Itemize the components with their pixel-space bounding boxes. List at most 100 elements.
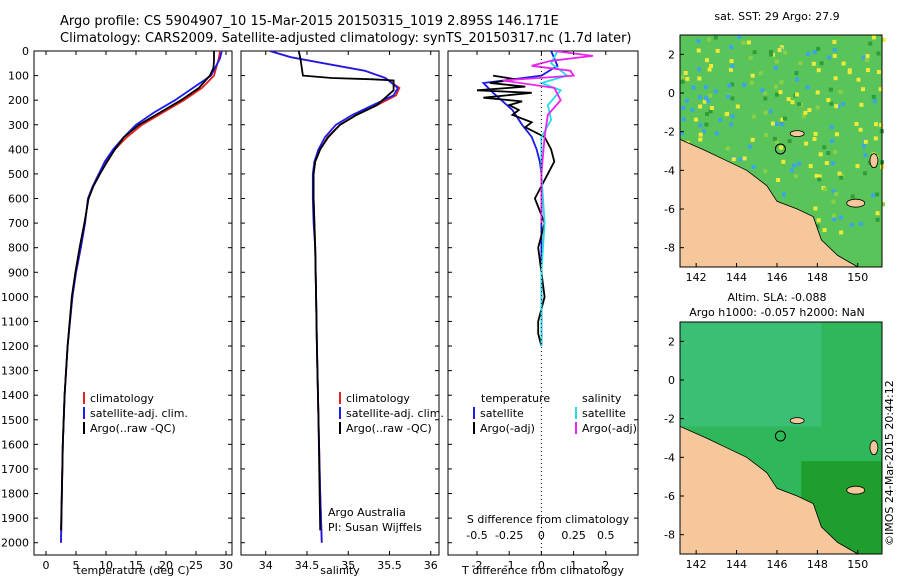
sst-pixel	[750, 73, 755, 78]
sst-pixel	[833, 149, 838, 154]
sst-pixel	[763, 110, 768, 115]
sst-pixel	[839, 230, 844, 235]
sst-pixel	[705, 112, 709, 116]
x-tick-label: 10	[99, 559, 113, 572]
sst-pixel	[834, 132, 839, 137]
sst-map: 142 144 146 148 150 2 0 -2 -4 -6 -8	[664, 34, 886, 284]
sst-pixel	[780, 117, 785, 122]
x-tick-label: 2	[602, 559, 609, 572]
float-position-marker	[774, 430, 786, 442]
imos-watermark: ©IMOS 24-Mar-2015 20:44:12	[883, 380, 896, 546]
map-frame	[679, 321, 883, 555]
sst-pixel	[773, 84, 778, 89]
sst-pixel	[816, 218, 821, 223]
island-manus	[789, 417, 805, 425]
sst-pixel	[708, 93, 713, 98]
sst-pixel	[697, 67, 702, 72]
sst-pixel	[778, 90, 783, 95]
sst-pixel	[855, 164, 860, 169]
sst-pixel	[872, 99, 877, 104]
depth-tick-label: 1300	[1, 365, 29, 378]
sst-pixel	[769, 52, 774, 57]
map-x-tick-label: 142	[686, 558, 707, 571]
sst-pixel	[680, 75, 685, 80]
salinity-plot-lines	[269, 51, 401, 543]
sst-pixel	[811, 61, 816, 66]
sst-pixel	[829, 101, 834, 106]
sst-pixel	[841, 61, 846, 66]
sst-pixel	[763, 169, 768, 174]
sst-pixel	[847, 70, 852, 75]
sst-pixel	[787, 139, 792, 144]
sst-pixel	[859, 102, 864, 107]
sst-pixel	[742, 156, 747, 161]
sdiff-title: S difference from climatology	[467, 513, 630, 526]
sst-pixel	[782, 192, 786, 197]
sst-pixel	[735, 104, 740, 109]
sst-pixel	[813, 131, 818, 136]
map-x-tick-label: 142	[686, 271, 707, 284]
sst-pixel	[704, 122, 709, 127]
depth-tick-label: 500	[8, 168, 29, 181]
sst-pixel	[760, 88, 765, 93]
sst-pixel	[875, 217, 880, 222]
map-x-tick-label: 150	[847, 558, 868, 571]
header-line1: Argo profile: CS 5904907_10 15-Mar-2015 …	[60, 14, 559, 29]
sst-pixel	[829, 125, 834, 129]
map-y-tick-label: 2	[668, 48, 675, 61]
sst-pixel	[866, 68, 870, 73]
map-y-tick-label: -8	[664, 242, 675, 255]
sst-pixel	[822, 228, 827, 233]
sst-pixel	[871, 35, 876, 40]
depth-tick-label: 600	[8, 193, 29, 206]
sst-pixel	[795, 92, 799, 97]
sst-pixel	[683, 71, 688, 75]
sst-pixel	[832, 39, 837, 44]
sst-pixel	[741, 40, 746, 45]
legend-t-satellite: satellite	[480, 407, 524, 420]
sst-pixel	[828, 87, 833, 92]
sst-pixel	[730, 114, 735, 119]
sst-pixel	[776, 178, 781, 182]
x-tick-label: 0	[538, 559, 545, 572]
top-x-tick-label: -0.25	[495, 529, 523, 542]
sst-pixel	[832, 53, 837, 58]
sst-pixel	[729, 45, 734, 50]
sst-pixel	[783, 116, 787, 121]
credit-line2: PI: Susan Wijffels	[328, 521, 422, 534]
legend-temperature-header: temperature	[481, 392, 550, 405]
legend-argo: Argo(..raw -QC)	[90, 422, 176, 435]
sst-pixel	[730, 82, 735, 87]
depth-tick-label: 800	[8, 242, 29, 255]
sst-pixel	[691, 85, 696, 90]
x-tick-label: 30	[219, 559, 233, 572]
sst-pixel	[812, 137, 817, 141]
sst-pixel	[698, 132, 703, 137]
sst-pixel	[815, 224, 820, 229]
map-y-tick-label: 0	[668, 87, 675, 100]
sst-pixel	[775, 140, 780, 145]
sst-pixel	[698, 123, 703, 128]
sst-pixel	[779, 45, 784, 50]
sst-pixel	[794, 71, 799, 76]
sst-pixel	[696, 39, 701, 44]
top-x-tick-label: 0.5	[597, 529, 615, 542]
sst-pixel	[697, 95, 702, 100]
map-y-tick-label: -6	[664, 203, 675, 216]
sst-pixel	[706, 99, 711, 104]
salinity-xlabel: salinity	[320, 564, 360, 577]
series-line-4	[502, 51, 594, 224]
sst-pixel	[817, 174, 822, 179]
depth-tick-label: 1100	[1, 315, 29, 328]
sst-pixel	[863, 171, 867, 176]
sst-pixel	[726, 94, 731, 99]
sst-pixel	[707, 67, 712, 72]
sst-pixel	[779, 145, 784, 150]
series-line-3	[60, 51, 215, 531]
sst-pixel	[823, 187, 828, 192]
depth-tick-label: 300	[8, 119, 29, 132]
depth-axis: 0 100 200 300 400 500 600 700 800 900 1000 1100 1200…	[1, 45, 638, 550]
depth-tick-label: 400	[8, 143, 29, 156]
sst-pixel	[680, 79, 685, 84]
